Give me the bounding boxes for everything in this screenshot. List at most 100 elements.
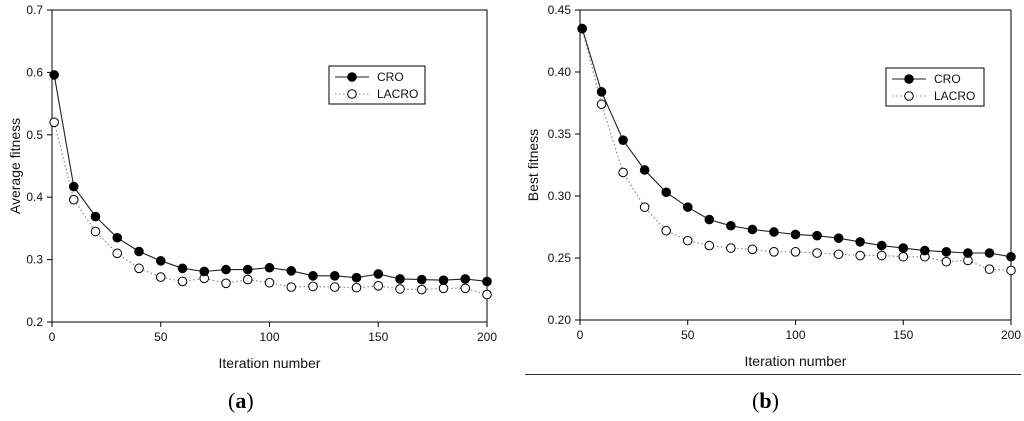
data-point-cro-b — [876, 240, 887, 251]
series-line-cro-b — [581, 28, 1012, 258]
x-tick-label-b: 150 — [893, 328, 913, 342]
y-tick-label-a: 0.7 — [26, 3, 43, 17]
data-point-lacro-b — [833, 249, 844, 260]
data-point-lacro-b — [984, 264, 995, 274]
data-point-lacro-a — [351, 282, 362, 293]
data-point-lacro-a — [286, 282, 297, 292]
y-tick-label-a: 0.3 — [26, 253, 43, 267]
data-point-cro-b — [963, 248, 973, 258]
data-point-cro-b — [596, 87, 607, 97]
plot-frame-b — [579, 9, 1012, 321]
data-point-cro-a — [134, 246, 144, 257]
caption-a: (a) — [228, 388, 254, 413]
y-axis-label-a: Average fitness — [7, 118, 23, 214]
data-point-lacro-a — [460, 283, 471, 294]
x-axis-label-b: Iteration number — [745, 353, 847, 369]
y-tick-label-b: 0.35 — [548, 127, 572, 141]
data-point-lacro-b — [898, 251, 909, 262]
legend-label-lacro-a: LACRO — [377, 87, 418, 101]
data-point-lacro-a — [264, 277, 275, 288]
caption-b: (b) — [752, 388, 779, 413]
data-point-cro-b — [984, 248, 995, 258]
data-point-cro-b — [920, 245, 930, 256]
data-point-lacro-b — [661, 225, 671, 236]
x-tick-label-a: 50 — [154, 330, 168, 344]
data-point-lacro-b — [704, 240, 715, 251]
y-tick-label-b: 0.40 — [548, 65, 572, 79]
data-point-lacro-a — [177, 276, 188, 287]
y-tick-label-b: 0.30 — [548, 189, 572, 203]
legend-marker-lacro-a — [347, 89, 357, 99]
data-point-cro-b — [661, 187, 671, 198]
data-point-lacro-a — [482, 289, 492, 300]
data-point-cro-b — [726, 220, 736, 231]
data-point-lacro-a — [416, 284, 427, 295]
series-line-lacro-b — [581, 28, 1012, 271]
legend-marker-cro-a — [347, 72, 357, 82]
y-tick-label-a: 0.4 — [26, 190, 43, 204]
data-point-cro-a — [199, 266, 210, 277]
data-point-cro-a — [286, 266, 297, 276]
data-point-lacro-b — [790, 247, 801, 257]
data-point-cro-a — [395, 274, 405, 284]
data-point-lacro-b — [855, 250, 865, 261]
data-point-lacro-a — [112, 248, 123, 259]
data-point-lacro-a — [329, 282, 340, 292]
data-point-cro-a — [416, 274, 427, 285]
y-axis-label-b: Best fitness — [525, 129, 541, 201]
y-tick-label-a: 0.2 — [26, 315, 43, 329]
data-point-lacro-a — [395, 284, 405, 294]
data-point-cro-a — [221, 264, 231, 275]
x-tick-label-b: 200 — [1001, 328, 1021, 342]
data-point-cro-b — [618, 135, 628, 145]
data-point-lacro-b — [941, 256, 952, 267]
data-point-cro-a — [482, 276, 492, 287]
data-point-lacro-b — [618, 167, 628, 178]
data-point-cro-a — [177, 263, 188, 274]
data-point-lacro-b — [726, 243, 736, 253]
data-point-cro-b — [682, 202, 693, 212]
data-point-lacro-b — [747, 244, 758, 255]
data-point-cro-a — [68, 181, 79, 192]
data-point-lacro-a — [438, 283, 449, 294]
data-point-cro-a — [329, 271, 340, 281]
legend-label-cro-b: CRO — [934, 72, 961, 86]
data-point-cro-a — [242, 264, 253, 275]
caption-b-letter: b — [759, 388, 772, 413]
legend-box-a — [328, 65, 426, 105]
data-point-cro-b — [704, 214, 715, 225]
data-point-cro-a — [49, 70, 59, 80]
data-point-lacro-a — [373, 281, 384, 291]
data-point-cro-a — [438, 275, 449, 285]
x-axis-label-a: Iteration number — [219, 355, 321, 371]
x-tick-label-a: 100 — [259, 330, 279, 344]
x-tick-label-a: 150 — [368, 330, 388, 344]
data-point-cro-a — [373, 269, 384, 279]
legend-label-lacro-b: LACRO — [934, 89, 975, 103]
legend-label-cro-a: CRO — [377, 70, 404, 84]
data-point-cro-b — [769, 227, 779, 237]
data-point-cro-b — [941, 247, 952, 257]
x-tick-label-a: 200 — [477, 330, 497, 344]
y-tick-label-a: 0.5 — [26, 128, 43, 142]
y-tick-label-b: 0.45 — [548, 3, 572, 17]
legend-box-b — [885, 67, 985, 107]
data-point-lacro-b — [639, 202, 650, 212]
x-tick-label-b: 100 — [785, 328, 805, 342]
data-point-cro-a — [460, 274, 471, 284]
data-point-lacro-b — [876, 250, 887, 261]
chart-panel-b: 0 50 100 150 200 0.20 0.25 0.30 0.35 0.40 0.45 Iter… — [525, 3, 1021, 369]
data-point-cro-a — [264, 262, 275, 273]
data-point-lacro-b — [812, 248, 822, 258]
data-point-lacro-b — [596, 99, 607, 110]
panel-b-underline — [525, 374, 1021, 375]
data-point-lacro-b — [1006, 265, 1016, 276]
data-point-lacro-b — [769, 247, 779, 257]
data-point-lacro-a — [134, 263, 144, 274]
data-point-lacro-a — [90, 226, 101, 237]
data-point-cro-a — [351, 272, 362, 283]
data-point-lacro-b — [682, 235, 693, 246]
data-point-lacro-a — [49, 117, 59, 128]
y-tick-label-b: 0.20 — [548, 313, 572, 327]
data-point-lacro-a — [242, 274, 253, 285]
